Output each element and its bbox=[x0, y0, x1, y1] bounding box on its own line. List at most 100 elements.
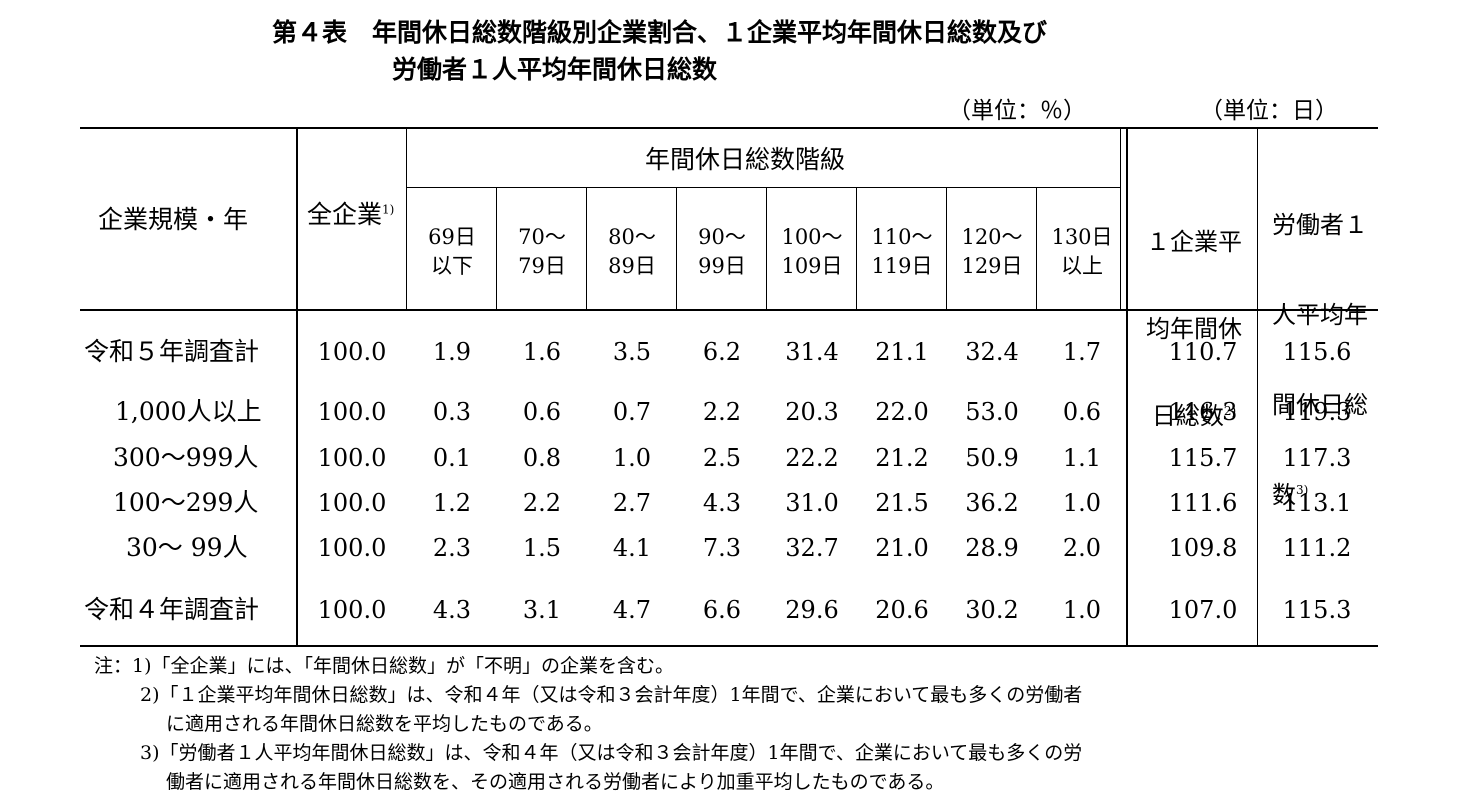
table-cell: 36.2 bbox=[965, 489, 1019, 517]
table-cell: 0.6 bbox=[522, 398, 562, 426]
table-cell: 113.1 bbox=[1282, 489, 1352, 517]
table-cell: 21.5 bbox=[875, 489, 929, 517]
footnote-ref: 2) bbox=[1223, 404, 1237, 418]
stub-divider bbox=[296, 129, 298, 646]
table-top-border bbox=[80, 127, 1378, 129]
table-cell: 22.0 bbox=[875, 398, 929, 426]
table-cell: 1.9 bbox=[432, 338, 472, 366]
table-cell: 30.2 bbox=[965, 596, 1019, 624]
table-cell: 20.6 bbox=[875, 596, 929, 624]
row-label: 1,000人以上 bbox=[115, 397, 262, 426]
bracket-line: 120～ bbox=[961, 225, 1023, 249]
table-cell: 20.3 bbox=[785, 398, 839, 426]
table-cell: 0.1 bbox=[432, 444, 472, 472]
unit-days: （単位：日） bbox=[1200, 98, 1338, 124]
table-cell: 116.3 bbox=[1168, 398, 1238, 426]
table-cell: 1.0 bbox=[1062, 596, 1102, 624]
table-cell: 0.6 bbox=[1062, 398, 1102, 426]
table-cell: 32.4 bbox=[965, 338, 1019, 366]
bracket-header-1: 70～ 79日 bbox=[497, 223, 587, 281]
table-cell: 115.7 bbox=[1168, 444, 1238, 472]
note-3: 3)「労働者１人平均年間休日総数」は、令和４年（又は令和３会計年度）1年間で、企… bbox=[140, 742, 1083, 764]
bracket-line: 79日 bbox=[518, 254, 566, 278]
col-divider bbox=[856, 188, 857, 310]
table-cell: 4.7 bbox=[612, 596, 652, 624]
footnote-ref: 3) bbox=[1296, 483, 1309, 497]
bracket-line: 69日 bbox=[428, 225, 476, 249]
header-stub: 企業規模・年 bbox=[98, 205, 249, 234]
bracket-header-4: 100～ 109日 bbox=[767, 223, 857, 281]
bracket-line: 109日 bbox=[781, 254, 843, 278]
table-cell: 115.6 bbox=[1282, 338, 1352, 366]
table-cell: 1.0 bbox=[612, 444, 652, 472]
bracket-line: 70～ bbox=[518, 225, 566, 249]
table-title-line1: 第４表 年間休日総数階級別企業割合、１企業平均年間休日総数及び bbox=[272, 18, 1048, 47]
table-cell: 4.3 bbox=[702, 489, 742, 517]
bracket-line: 以下 bbox=[431, 254, 473, 278]
table-cell: 50.9 bbox=[965, 444, 1019, 472]
table-cell: 31.4 bbox=[785, 338, 839, 366]
col-divider bbox=[586, 188, 587, 310]
table-cell: 6.2 bbox=[702, 338, 742, 366]
table-cell: 31.0 bbox=[785, 489, 839, 517]
bracket-line: 99日 bbox=[698, 254, 746, 278]
bracket-line: 80～ bbox=[608, 225, 656, 249]
bracket-line: 89日 bbox=[608, 254, 656, 278]
header-line-text: 数 bbox=[1272, 481, 1296, 509]
row-label: 300～999人 bbox=[113, 443, 259, 472]
table-bottom-border bbox=[80, 645, 1378, 647]
note-2: 2)「１企業平均年間休日総数」は、令和４年（又は令和３会計年度）1年間で、企業に… bbox=[140, 684, 1083, 706]
bracket-line: 110～ bbox=[871, 225, 933, 249]
row-label: 令和４年調査計 bbox=[84, 595, 260, 624]
bracket-line: 以上 bbox=[1061, 254, 1103, 278]
header-line: 労働者１ bbox=[1272, 211, 1368, 239]
col-divider bbox=[406, 129, 407, 310]
note-1: 注：1)「全企業」には、「年間休日総数」が「不明」の企業を含む。 bbox=[94, 655, 675, 677]
header-class-group: 年間休日総数階級 bbox=[645, 145, 846, 174]
unit-percent: （単位：％） bbox=[948, 98, 1086, 124]
bracket-line: 90～ bbox=[698, 225, 746, 249]
table-cell: 53.0 bbox=[965, 398, 1019, 426]
table-cell: 100.0 bbox=[317, 444, 387, 472]
row-label: 令和５年調査計 bbox=[84, 337, 260, 366]
table-cell: 110.7 bbox=[1168, 338, 1238, 366]
col-divider bbox=[1120, 129, 1121, 310]
header-bottom-border bbox=[80, 309, 1378, 311]
bracket-header-0: 69日以下 bbox=[407, 223, 497, 281]
table-cell: 100.0 bbox=[317, 534, 387, 562]
table-cell: 21.2 bbox=[875, 444, 929, 472]
table-cell: 21.0 bbox=[875, 534, 929, 562]
bracket-line: 129日 bbox=[961, 254, 1023, 278]
header-enterprise-avg: １企業平 均年間休 日総数2) bbox=[1133, 170, 1255, 460]
bracket-line: 130日 bbox=[1051, 225, 1113, 249]
table-cell: 107.0 bbox=[1168, 596, 1238, 624]
class-group-rule bbox=[407, 187, 1120, 188]
bracket-header-5: 110～ 119日 bbox=[857, 223, 947, 281]
header-line: 均年間休 bbox=[1146, 315, 1242, 343]
table-cell: 100.0 bbox=[317, 398, 387, 426]
table-cell: 22.2 bbox=[785, 444, 839, 472]
table-cell: 1.7 bbox=[1062, 338, 1102, 366]
table-cell: 32.7 bbox=[785, 534, 839, 562]
col-divider bbox=[676, 188, 677, 310]
header-all-companies: 全企業1) bbox=[307, 202, 394, 227]
table-cell: 111.6 bbox=[1168, 489, 1238, 517]
table-cell: 115.3 bbox=[1282, 596, 1352, 624]
table-title-line2: 労働者１人平均年間休日総数 bbox=[392, 55, 718, 84]
bracket-header-7: 130日以上 bbox=[1037, 223, 1127, 281]
table-cell: 100.0 bbox=[317, 338, 387, 366]
col-divider bbox=[766, 188, 767, 310]
bracket-header-6: 120～ 129日 bbox=[947, 223, 1037, 281]
header-line: 間休日総 bbox=[1272, 391, 1368, 419]
table-cell: 2.5 bbox=[702, 444, 742, 472]
table-cell: 117.3 bbox=[1282, 444, 1352, 472]
col-divider bbox=[946, 188, 947, 310]
table-cell: 29.6 bbox=[785, 596, 839, 624]
table-cell: 0.7 bbox=[612, 398, 652, 426]
col-divider bbox=[1036, 188, 1037, 310]
table-cell: 100.0 bbox=[317, 596, 387, 624]
table-cell: 111.2 bbox=[1282, 534, 1352, 562]
table-cell: 1.1 bbox=[1062, 444, 1102, 472]
table-cell: 21.1 bbox=[875, 338, 929, 366]
table-cell: 4.3 bbox=[432, 596, 472, 624]
